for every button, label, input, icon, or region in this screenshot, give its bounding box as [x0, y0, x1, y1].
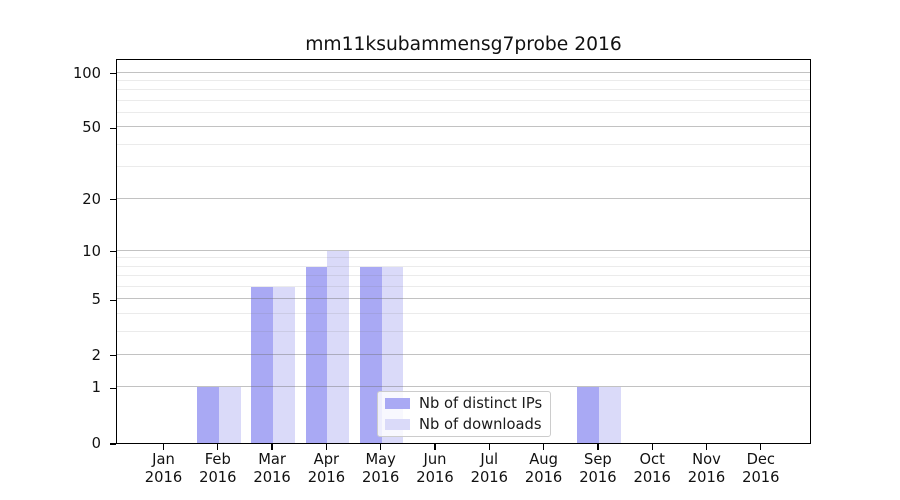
x-tick-oct	[651, 444, 653, 450]
bar-downloads-apr	[327, 250, 350, 443]
x-tick-apr	[325, 444, 328, 450]
x-tick-year-may: 2016	[361, 468, 400, 486]
minor-gridline-y-30	[117, 166, 810, 168]
y-tick-label-1: 1	[91, 379, 101, 397]
bar-downloads-mar	[273, 286, 295, 443]
minor-gridline-y-3	[117, 330, 810, 332]
x-tick-year-nov: 2016	[687, 468, 726, 486]
x-tick-dec	[760, 444, 762, 450]
bar-distinct-ips-apr	[305, 266, 328, 443]
x-tick-label-aug: Aug 2016	[509, 451, 579, 486]
x-tick-year-dec: 2016	[742, 468, 780, 486]
y-tick-1	[110, 387, 116, 390]
x-tick-jan	[162, 444, 165, 450]
y-tick-label-20: 20	[82, 190, 101, 208]
y-tick-label-2: 2	[91, 346, 101, 364]
x-tick-label-oct: Oct 2016	[617, 451, 687, 486]
plot-area	[116, 59, 811, 444]
x-tick-label-apr: Apr 2016	[291, 451, 361, 486]
x-tick-label-sep: Sep 2016	[563, 451, 633, 486]
y-tick-10	[110, 250, 116, 253]
legend-item-downloads: Nb of downloads	[385, 416, 544, 433]
y-tick-5	[110, 299, 116, 301]
bar-downloads-sep	[598, 387, 621, 443]
x-tick-label-jan: Jan 2016	[129, 451, 199, 486]
y-tick-label-100: 100	[72, 64, 101, 82]
bar-distinct-ips-may	[359, 266, 382, 443]
x-tick-label-may: May 2016	[346, 451, 416, 486]
y-tick-label-50: 50	[82, 119, 101, 137]
minor-gridline-y-6	[117, 285, 810, 287]
x-tick-jul	[488, 444, 490, 450]
y-tick-100	[110, 72, 116, 75]
x-tick-year-feb: 2016	[199, 468, 237, 486]
gridline-y-20	[117, 197, 810, 199]
x-tick-year-aug: 2016	[524, 468, 563, 486]
x-tick-label-jun: Jun 2016	[400, 451, 470, 486]
x-tick-year-jun: 2016	[416, 468, 454, 486]
x-tick-year-apr: 2016	[307, 468, 346, 486]
x-tick-year-oct: 2016	[633, 468, 671, 486]
chart-title: mm11ksubammensg7probe 2016	[305, 34, 622, 55]
minor-gridline-y-60	[117, 112, 810, 113]
gridline-y-1	[117, 386, 810, 388]
x-tick-year-mar: 2016	[253, 468, 291, 486]
x-tick-jun	[434, 444, 436, 450]
bar-distinct-ips-feb	[197, 387, 219, 443]
gridline-y-2	[117, 353, 810, 355]
legend-label-distinct-ips: Nb of distinct IPs	[419, 395, 543, 412]
gridline-y-10	[117, 249, 810, 251]
y-tick-2	[110, 355, 116, 357]
x-tick-label-nov: Nov 2016	[672, 451, 742, 486]
bar-distinct-ips-mar	[251, 286, 274, 443]
y-tick-50	[110, 127, 116, 130]
y-tick-20	[110, 198, 116, 201]
y-tick-label-5: 5	[91, 291, 101, 309]
legend-swatch-downloads-icon	[385, 419, 410, 430]
legend-label-downloads: Nb of downloads	[419, 416, 542, 433]
legend-swatch-distinct-ips-icon	[385, 398, 410, 409]
x-tick-may	[380, 444, 382, 450]
x-tick-year-jul: 2016	[470, 468, 508, 486]
legend-item-distinct-ips: Nb of distinct IPs	[385, 395, 544, 412]
x-tick-mar	[271, 444, 273, 450]
y-tick-label-10: 10	[82, 242, 101, 260]
minor-gridline-y-7	[117, 275, 810, 277]
bar-downloads-feb	[218, 387, 241, 443]
legend: Nb of distinct IPs Nb of downloads	[377, 391, 551, 437]
y-tick-0	[110, 443, 116, 445]
y-tick-label-0: 0	[91, 435, 101, 452]
minor-gridline-y-90	[117, 79, 810, 81]
x-tick-nov	[705, 444, 708, 450]
x-tick-label-feb: Feb 2016	[183, 451, 253, 486]
x-tick-year-jan: 2016	[144, 468, 183, 486]
x-tick-label-jul: Jul 2016	[454, 451, 524, 486]
gridline-y-5	[117, 298, 810, 300]
minor-gridline-y-70	[117, 99, 810, 101]
minor-gridline-y-8	[117, 265, 810, 267]
bar-distinct-ips-sep	[577, 387, 599, 443]
gridline-y-100	[117, 71, 810, 73]
x-tick-label-mar: Mar 2016	[237, 451, 307, 486]
x-tick-feb	[217, 444, 219, 450]
minor-gridline-y-9	[117, 257, 810, 259]
gridline-y-50	[117, 126, 810, 128]
x-tick-sep	[597, 444, 599, 450]
minor-gridline-y-40	[117, 143, 810, 145]
minor-gridline-y-4	[117, 312, 810, 314]
x-tick-label-dec: Dec 2016	[726, 451, 796, 486]
minor-gridline-y-80	[117, 89, 810, 91]
x-tick-aug	[542, 444, 545, 450]
x-tick-year-sep: 2016	[579, 468, 617, 486]
